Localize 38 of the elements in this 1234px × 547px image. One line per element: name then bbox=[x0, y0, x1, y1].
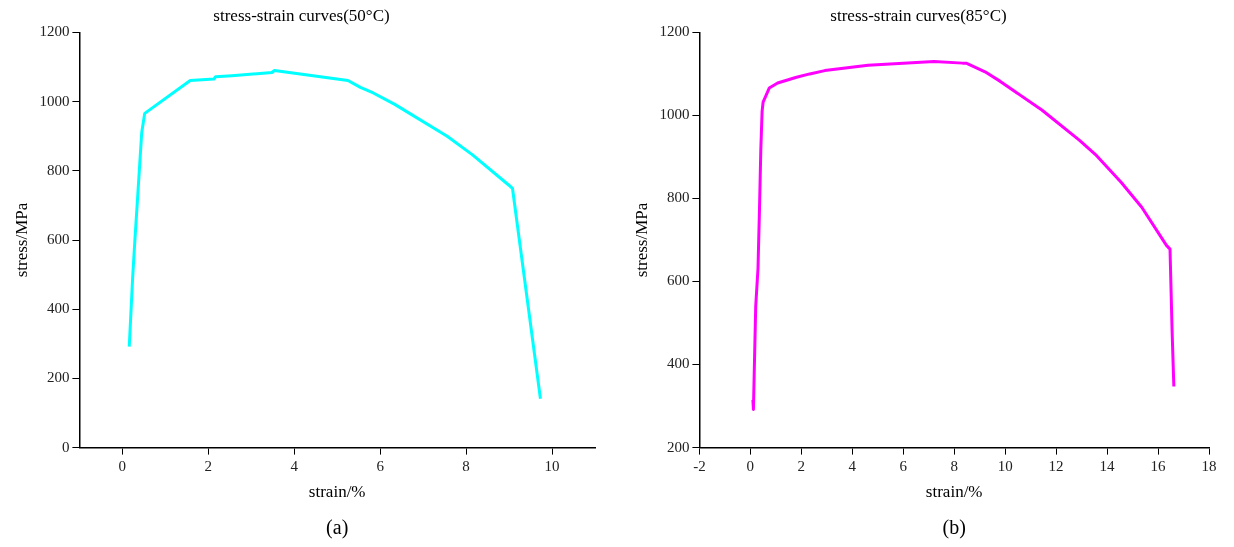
x-tick-label: 18 bbox=[1201, 457, 1217, 474]
y-tick-label: 1000 bbox=[659, 106, 690, 123]
x-tick-label: 8 bbox=[462, 457, 470, 474]
chart-title: stress-strain curves(50°C) bbox=[213, 5, 390, 25]
y-tick-label: 400 bbox=[666, 355, 690, 372]
text: (a) bbox=[326, 516, 349, 540]
x-tick-label: 10 bbox=[997, 457, 1013, 474]
x-tick-label: 4 bbox=[290, 457, 299, 474]
y-tick-label: 200 bbox=[666, 438, 690, 455]
y-tick-label: 0 bbox=[61, 438, 70, 455]
x-tick-label: 16 bbox=[1150, 457, 1167, 474]
x-tick-label: 10 bbox=[544, 457, 560, 474]
chart-title: stress-strain curves(85°C) bbox=[830, 5, 1007, 25]
y-tick-label: 1200 bbox=[659, 23, 690, 40]
x-axis-title: strain/% bbox=[925, 482, 983, 502]
x-tick-label: 2 bbox=[797, 457, 806, 474]
y-tick-label: 400 bbox=[46, 300, 70, 317]
y-axis-title: stress/MPa bbox=[631, 202, 651, 278]
y-tick-label: 1000 bbox=[39, 92, 70, 109]
x-tick-label: -2 bbox=[693, 457, 706, 474]
x-tick-label: 14 bbox=[1099, 457, 1116, 474]
y-tick-label: 1200 bbox=[39, 23, 70, 40]
y-tick-label: 800 bbox=[666, 189, 690, 206]
x-axis-title: strain/% bbox=[308, 482, 366, 502]
x-tick-label: 0 bbox=[746, 457, 755, 474]
y-tick-label: 200 bbox=[46, 369, 70, 386]
x-tick-label: 8 bbox=[950, 457, 958, 474]
y-tick-label: 800 bbox=[46, 161, 70, 178]
x-tick-label: 12 bbox=[1048, 457, 1064, 474]
y-axis-title: stress/MPa bbox=[11, 202, 31, 278]
y-tick-label: 600 bbox=[666, 272, 690, 289]
x-tick-label: 0 bbox=[118, 457, 127, 474]
x-tick-label: 6 bbox=[899, 457, 908, 474]
text: (b) bbox=[942, 516, 966, 540]
x-tick-label: 4 bbox=[848, 457, 857, 474]
x-tick-label: 6 bbox=[376, 457, 385, 474]
y-tick-label: 600 bbox=[46, 230, 70, 247]
x-tick-label: 2 bbox=[204, 457, 213, 474]
